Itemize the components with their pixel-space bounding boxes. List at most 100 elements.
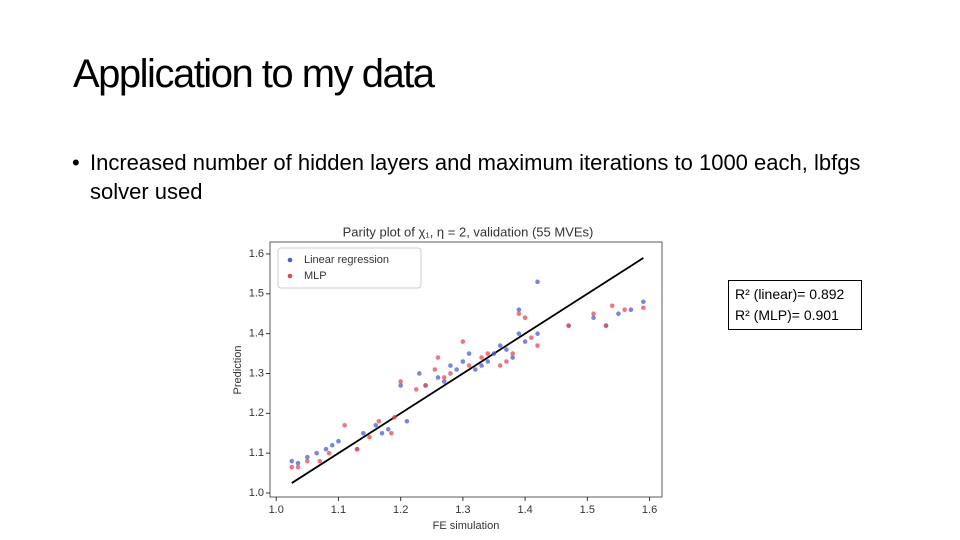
point (289, 458, 295, 464)
legend-label: Linear regression (304, 254, 389, 266)
legend-box (277, 247, 422, 289)
point (413, 387, 419, 392)
point (404, 418, 410, 424)
point (479, 363, 484, 368)
chart-title: Parity plot of χ₁, η = 2, validation (55… (343, 224, 594, 239)
annotation-box: R² (linear)= 0.892 R² (MLP)= 0.901 (728, 280, 862, 330)
point (522, 315, 528, 321)
y-tick-label: 1.5 (249, 288, 264, 300)
point (628, 307, 634, 313)
point (379, 430, 385, 436)
point (504, 359, 509, 364)
point (354, 446, 360, 452)
legend-label: MLP (304, 270, 327, 282)
point (342, 422, 347, 428)
point (398, 379, 403, 384)
point (398, 383, 403, 388)
point (317, 458, 323, 464)
point (479, 355, 484, 360)
point (504, 347, 509, 352)
x-tick-label: 1.4 (517, 504, 532, 516)
bullet: Increased number of hidden layers and ma… (72, 148, 910, 206)
point (466, 363, 472, 368)
point (376, 418, 382, 424)
annotation: R² (linear)= 0.892 (735, 286, 845, 302)
reference-line (291, 257, 644, 484)
point (336, 438, 341, 444)
point (361, 430, 366, 436)
point (473, 367, 478, 372)
x-tick-label: 1.5 (580, 504, 595, 516)
point (367, 434, 372, 440)
point (314, 450, 319, 456)
point (516, 311, 522, 317)
point (385, 426, 391, 432)
point (454, 367, 459, 372)
y-tick-label: 1.2 (249, 407, 264, 419)
point (485, 359, 491, 364)
point (448, 371, 453, 376)
point (441, 375, 447, 380)
point (485, 351, 491, 356)
x-tick-label: 1.1 (331, 504, 346, 516)
slide-title: Application to my data (73, 52, 435, 96)
point (460, 359, 466, 364)
point (435, 355, 441, 360)
point (491, 351, 497, 356)
point (609, 303, 615, 309)
point (392, 415, 397, 420)
point (497, 343, 503, 348)
y-tick-label: 1.4 (249, 328, 264, 340)
point (566, 323, 571, 328)
legend-marker (287, 257, 293, 263)
point (305, 458, 310, 464)
point (641, 299, 646, 305)
x-axis-label: FE simulation (433, 520, 500, 532)
point (295, 464, 301, 470)
point (535, 331, 540, 336)
point (510, 351, 515, 356)
legend-marker (287, 273, 293, 279)
point (448, 363, 453, 368)
point (373, 422, 379, 428)
point (295, 460, 301, 466)
point (326, 450, 332, 456)
point (522, 339, 528, 344)
y-tick-label: 1.1 (249, 447, 264, 459)
point (389, 430, 394, 436)
point (622, 307, 627, 313)
point (435, 375, 441, 380)
point (466, 351, 472, 356)
point (323, 446, 329, 452)
y-tick-label: 1.3 (249, 367, 264, 379)
point (417, 371, 422, 376)
point (460, 339, 466, 344)
x-tick-label: 1.6 (642, 504, 657, 516)
point (591, 311, 596, 317)
point (535, 343, 540, 348)
point (641, 305, 646, 311)
point (535, 279, 540, 285)
point (289, 464, 295, 470)
y-tick-label: 1.0 (249, 487, 264, 499)
x-tick-label: 1.0 (269, 504, 284, 516)
x-tick-label: 1.2 (393, 504, 408, 516)
x-tick-label: 1.3 (455, 504, 470, 516)
point (591, 315, 596, 321)
annotation: R² (MLP)= 0.901 (735, 307, 839, 323)
point (510, 355, 515, 360)
point (441, 379, 447, 384)
point (516, 331, 522, 336)
point (497, 363, 503, 368)
point (616, 311, 621, 317)
point (423, 383, 428, 388)
y-tick-label: 1.6 (249, 248, 264, 260)
point (529, 335, 534, 340)
point (516, 307, 522, 313)
point (329, 442, 335, 448)
point (603, 323, 609, 328)
y-axis-label: Prediction (232, 346, 244, 395)
point (432, 367, 438, 372)
